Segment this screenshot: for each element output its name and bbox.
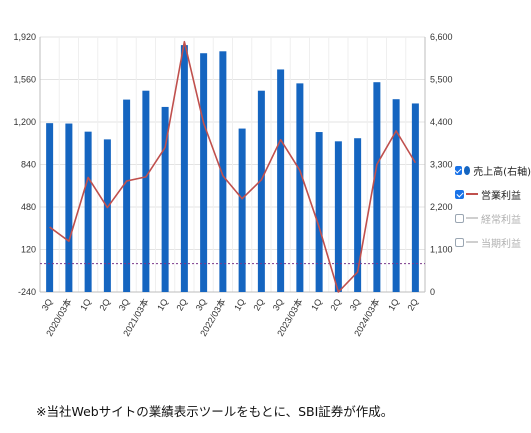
- bar-sales: [123, 99, 131, 292]
- y-right-tick-label: 2,200: [430, 202, 453, 212]
- legend-label-ordinary-profit: 経常利益: [481, 214, 521, 226]
- bar-sales: [315, 132, 323, 292]
- y-right-tick-label: 6,600: [430, 32, 453, 42]
- x-tick-label: 1Q: [155, 297, 170, 312]
- legend: 売上高(右軸) 営業利益 経常利益 当期利益: [455, 158, 531, 254]
- y-left-tick-label: 1,560: [13, 75, 36, 85]
- bar-sales: [103, 139, 111, 292]
- y-right-tick-label: 1,100: [430, 245, 453, 255]
- y-left-tick-label: 840: [21, 160, 36, 170]
- legend-label-net-profit: 当期利益: [481, 238, 521, 250]
- x-tick-label: 2Q: [405, 297, 420, 312]
- y-right-tick-label: 0: [430, 287, 435, 297]
- x-tick-label: 3Q: [194, 297, 209, 312]
- y-left-tick-label: 1,920: [13, 32, 36, 42]
- bar-sales: [46, 123, 54, 292]
- line-operating-profit: [49, 40, 417, 293]
- x-tick-label: 3Q: [117, 297, 132, 312]
- x-tick-label: 2Q: [328, 297, 343, 312]
- bar-sales: [296, 83, 304, 292]
- y-right-tick-label: 4,400: [430, 117, 453, 127]
- bar-sales: [219, 51, 227, 292]
- bar-sales: [65, 123, 73, 292]
- bar-sales: [392, 99, 400, 292]
- x-tick-label: 2Q: [251, 297, 266, 312]
- bar-sales: [373, 82, 381, 292]
- x-tick-label: 1Q: [309, 297, 324, 312]
- x-tick-label: 2Q: [174, 297, 189, 312]
- y-left-tick-label: 480: [21, 202, 36, 212]
- legend-checkbox-net-profit[interactable]: [455, 237, 464, 247]
- bar-sales: [411, 103, 419, 292]
- bar-sales: [354, 138, 362, 292]
- bar-sales: [334, 141, 342, 292]
- y-left-tick-label: 1,200: [13, 117, 36, 127]
- legend-swatch-ordinary-profit: [466, 217, 478, 219]
- x-tick-label: 1Q: [386, 297, 401, 312]
- x-tick-label: 3Q: [348, 297, 363, 312]
- legend-checkbox-sales[interactable]: [455, 165, 462, 175]
- legend-checkbox-operating-profit[interactable]: [455, 189, 464, 199]
- y-left-tick-label: -240: [18, 287, 36, 297]
- y-left-tick-label: 120: [21, 245, 36, 255]
- bar-sales: [200, 53, 208, 293]
- bar-sales: [142, 90, 150, 292]
- bar-sales: [277, 69, 285, 292]
- legend-checkbox-ordinary-profit[interactable]: [455, 213, 464, 223]
- bar-sales: [84, 131, 92, 292]
- y-right-tick-label: 5,500: [430, 75, 453, 85]
- bar-sales: [161, 106, 169, 292]
- legend-item-net-profit[interactable]: 当期利益: [455, 230, 531, 254]
- legend-item-sales[interactable]: 売上高(右軸): [455, 158, 531, 182]
- bar-sales: [180, 45, 188, 293]
- legend-swatch-operating-profit: [466, 193, 478, 195]
- legend-label-operating-profit: 営業利益: [481, 190, 521, 202]
- bar-sales: [257, 90, 265, 292]
- legend-item-operating-profit[interactable]: 営業利益: [455, 182, 531, 206]
- bar-sales: [238, 128, 246, 292]
- x-tick-label: 1Q: [78, 297, 93, 312]
- x-tick-label: 3Q: [271, 297, 286, 312]
- legend-item-ordinary-profit[interactable]: 経常利益: [455, 206, 531, 230]
- x-tick-label: 3Q: [40, 297, 55, 312]
- x-tick-label: 2Q: [97, 297, 112, 312]
- legend-swatch-net-profit: [466, 241, 478, 243]
- footnote: ※当社Webサイトの業績表示ツールをもとに、SBI証券が作成。: [36, 404, 394, 419]
- x-tick-label: 1Q: [232, 297, 247, 312]
- legend-label-sales: 売上高(右軸): [473, 166, 531, 178]
- legend-swatch-sales: [463, 165, 471, 175]
- y-right-tick-label: 3,300: [430, 160, 453, 170]
